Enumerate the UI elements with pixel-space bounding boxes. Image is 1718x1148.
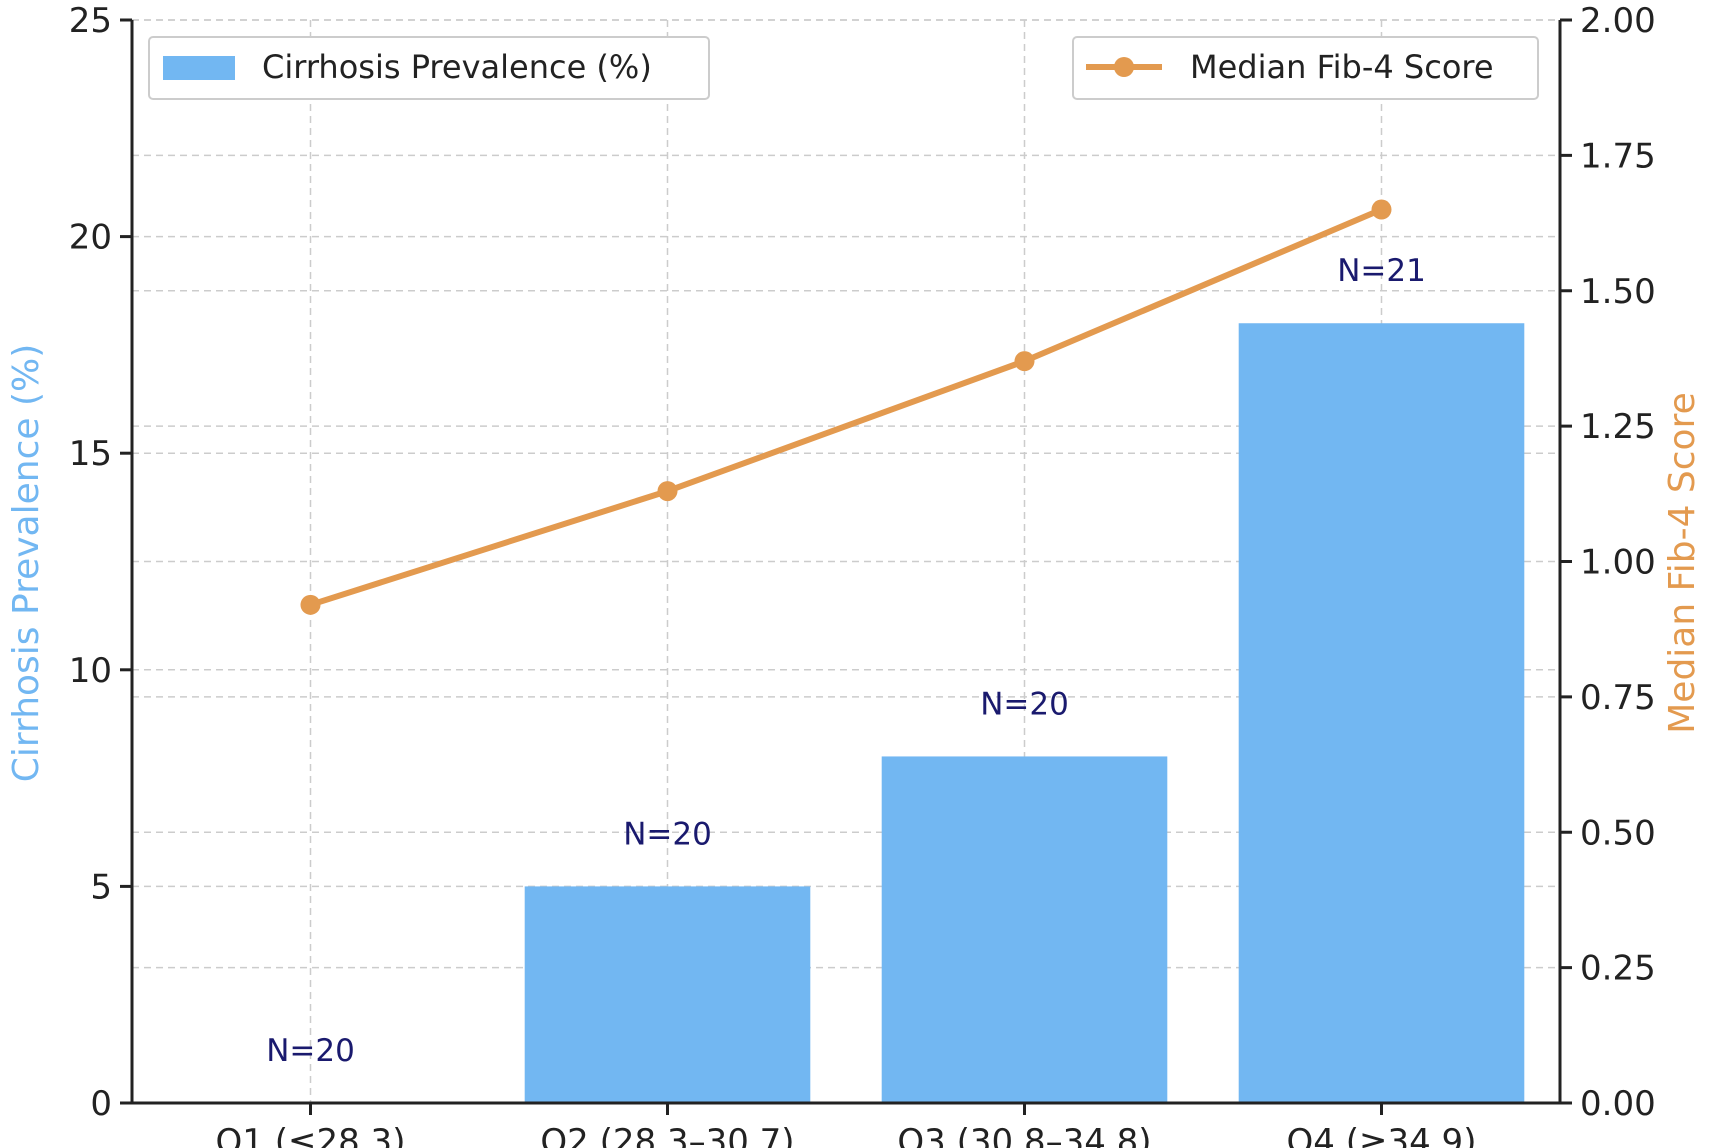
legend-line: Median Fib-4 Score	[1072, 36, 1539, 100]
bar-1	[524, 886, 811, 1103]
legend-bar-frame	[148, 36, 710, 100]
right-tick-label-8: 2.00	[1580, 1, 1656, 41]
right-tick-label-4: 1.00	[1580, 543, 1656, 583]
fib4-line	[309, 206, 1383, 608]
x-tick-label-3: Q4 (≥34.9)	[1287, 1122, 1477, 1148]
fib4-point-3	[1371, 199, 1392, 220]
x-tick-label-1: Q2 (28.3–30.7)	[540, 1122, 794, 1148]
bar-layer	[524, 323, 1525, 1103]
left-tick-label-0: 0	[90, 1084, 112, 1124]
left-tick-label-1: 5	[90, 867, 112, 907]
left-tick-label-4: 20	[69, 218, 112, 258]
x-tick-label-2: Q3 (30.8–34.8)	[897, 1122, 1151, 1148]
bar-2	[881, 756, 1168, 1103]
bar-count-label-3: N=21	[1337, 253, 1426, 289]
bar-count-label-2: N=20	[980, 686, 1069, 722]
bar-3	[1238, 323, 1525, 1103]
right-tick-label-7: 1.75	[1580, 136, 1656, 176]
x-tick-label-0: Q1 (≤28.3)	[216, 1122, 406, 1148]
left-tick-label-3: 15	[69, 434, 112, 474]
legend-line-marker	[1114, 57, 1134, 77]
right-tick-label-5: 1.25	[1580, 407, 1656, 447]
bar-count-label-0: N=20	[266, 1033, 355, 1069]
right-axis-title: Median Fib-4 Score	[1662, 392, 1703, 734]
fib4-point-2	[1014, 351, 1035, 372]
line-layer	[300, 199, 1392, 615]
label-layer: N=20 N=20 N=20 N=21	[266, 253, 1426, 1069]
legend-bar: Cirrhosis Prevalence (%)	[148, 36, 710, 100]
bar-count-label-1: N=20	[623, 816, 712, 852]
right-tick-label-2: 0.50	[1580, 813, 1656, 853]
fib4-point-1	[657, 481, 678, 502]
fib4-point-0	[300, 594, 321, 615]
left-tick-label-2: 10	[69, 651, 112, 691]
left-axis-title: Cirrhosis Prevalence (%)	[6, 344, 47, 783]
left-tick-label-5: 25	[69, 1, 112, 41]
legend-bar-label: Cirrhosis Prevalence (%)	[262, 48, 652, 86]
right-tick-label-3: 0.75	[1580, 678, 1656, 718]
legend-line-label: Median Fib-4 Score	[1190, 48, 1494, 86]
axis-layer: 0 5 10 15 20 25 0.00 0.25 0.50 0.75 1.00 1.25 1.50 1.…	[69, 1, 1656, 1148]
legend-line-frame	[1072, 36, 1539, 100]
legend-bar-swatch	[163, 56, 235, 80]
right-tick-label-1: 0.25	[1580, 949, 1656, 989]
right-tick-label-0: 0.00	[1580, 1084, 1656, 1124]
right-tick-label-6: 1.50	[1580, 272, 1656, 312]
